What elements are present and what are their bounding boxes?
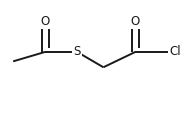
Text: O: O [131, 15, 140, 28]
Text: Cl: Cl [169, 45, 181, 58]
Text: S: S [73, 45, 81, 58]
Text: O: O [40, 15, 50, 28]
